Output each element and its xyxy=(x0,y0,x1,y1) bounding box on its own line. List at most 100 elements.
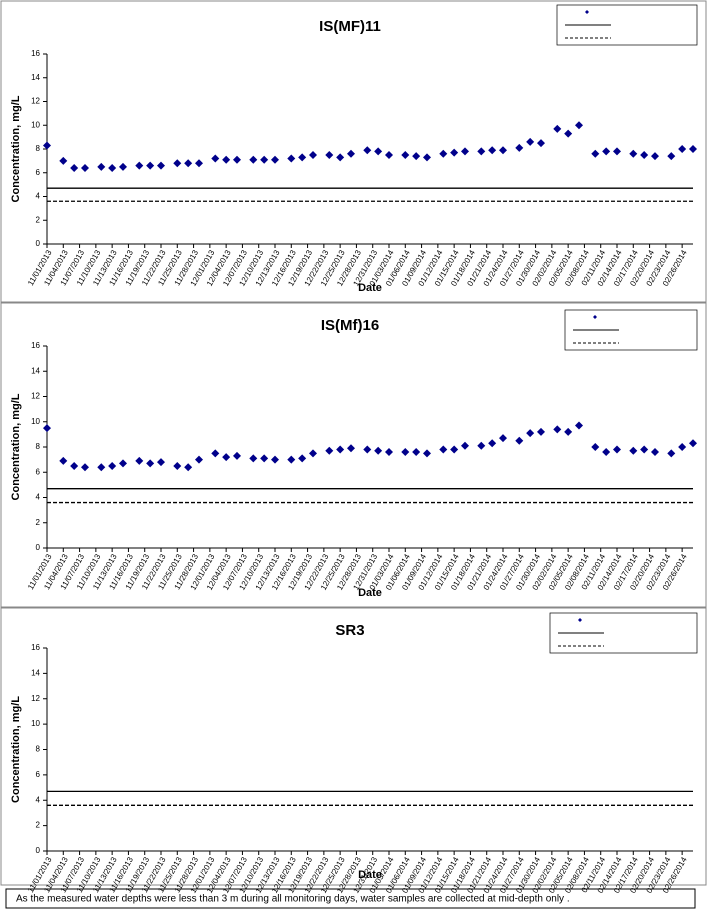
y-axis-title: Concentration, mg/L xyxy=(10,393,22,500)
y-tick-label: 4 xyxy=(36,493,41,502)
footnote: As the measured water depths were less t… xyxy=(16,894,570,905)
y-tick-label: 14 xyxy=(31,668,40,677)
data-point xyxy=(287,455,296,464)
data-point xyxy=(43,424,51,433)
data-point xyxy=(260,454,269,463)
data-point xyxy=(461,147,469,156)
data-point xyxy=(43,141,51,150)
data-point xyxy=(385,448,393,457)
data-point xyxy=(135,161,144,170)
y-tick-label: 0 xyxy=(36,543,41,552)
data-point xyxy=(336,445,345,454)
note-box xyxy=(5,888,696,909)
data-point xyxy=(515,436,524,445)
data-point xyxy=(477,147,486,156)
y-tick-label: 0 xyxy=(36,239,41,248)
data-point xyxy=(575,121,583,130)
data-point xyxy=(651,152,659,161)
data-point xyxy=(59,156,68,165)
data-point xyxy=(173,159,182,168)
legend-marker xyxy=(593,315,597,319)
data-point xyxy=(526,137,535,146)
data-point xyxy=(271,455,279,464)
data-point xyxy=(591,443,600,451)
y-tick-label: 2 xyxy=(36,821,41,830)
data-point xyxy=(70,164,79,172)
data-point xyxy=(667,152,676,161)
data-point xyxy=(591,149,600,158)
data-point xyxy=(553,425,562,434)
y-axis-title: Concentration, mg/L xyxy=(10,696,22,803)
data-point xyxy=(184,463,193,472)
data-point xyxy=(157,161,165,170)
x-axis-title: Date xyxy=(358,869,382,881)
y-tick-label: 14 xyxy=(31,366,40,375)
data-point xyxy=(271,155,279,164)
data-point xyxy=(602,147,611,156)
data-point xyxy=(108,461,117,470)
data-point xyxy=(222,453,231,462)
y-tick-label: 16 xyxy=(31,341,40,350)
data-point xyxy=(689,145,697,153)
data-point xyxy=(412,152,421,161)
data-point xyxy=(678,443,687,451)
data-point xyxy=(195,455,203,464)
data-point xyxy=(640,150,649,159)
data-point xyxy=(689,439,697,448)
y-tick-label: 10 xyxy=(31,417,40,426)
data-point xyxy=(298,454,307,463)
data-point xyxy=(450,148,459,157)
data-point xyxy=(553,124,562,133)
y-tick-label: 6 xyxy=(36,770,41,779)
data-point xyxy=(439,149,448,158)
data-point xyxy=(423,153,431,162)
y-tick-label: 12 xyxy=(31,694,40,703)
data-point xyxy=(119,162,127,171)
data-point xyxy=(401,448,410,457)
data-point xyxy=(537,139,545,148)
data-point xyxy=(135,456,144,465)
data-point xyxy=(233,451,241,460)
data-point xyxy=(222,155,231,164)
chart-title: IS(MF)11 xyxy=(319,18,381,35)
y-tick-label: 0 xyxy=(36,846,41,855)
y-tick-label: 2 xyxy=(36,518,41,527)
data-point xyxy=(499,434,507,443)
y-tick-label: 10 xyxy=(31,719,40,728)
data-point xyxy=(629,149,638,158)
data-point xyxy=(526,429,535,438)
y-tick-label: 2 xyxy=(36,215,41,224)
data-point xyxy=(564,427,573,436)
data-point xyxy=(336,153,345,162)
data-point xyxy=(97,162,106,171)
y-tick-label: 16 xyxy=(31,49,40,58)
data-point xyxy=(515,143,524,152)
panel-frame xyxy=(0,607,707,886)
data-point xyxy=(146,161,155,170)
data-point xyxy=(374,147,383,156)
data-point xyxy=(173,461,182,470)
data-point xyxy=(233,155,241,164)
data-point xyxy=(640,445,649,454)
data-point xyxy=(347,149,355,158)
data-point xyxy=(613,147,621,156)
y-tick-label: 6 xyxy=(36,168,41,177)
data-point xyxy=(374,446,383,455)
data-point xyxy=(575,421,583,430)
data-point xyxy=(629,446,638,455)
data-point xyxy=(439,445,448,454)
y-tick-label: 12 xyxy=(31,392,40,401)
data-point xyxy=(81,463,89,472)
data-point xyxy=(450,445,459,454)
data-point xyxy=(309,150,317,159)
data-point xyxy=(325,446,334,455)
data-point xyxy=(667,449,676,458)
data-point xyxy=(537,427,545,436)
data-point xyxy=(564,129,573,138)
data-point xyxy=(249,155,258,164)
panel-frame xyxy=(0,302,707,608)
data-point xyxy=(59,456,68,465)
legend-marker xyxy=(578,618,582,622)
data-point xyxy=(385,150,393,159)
y-tick-label: 8 xyxy=(36,745,41,754)
